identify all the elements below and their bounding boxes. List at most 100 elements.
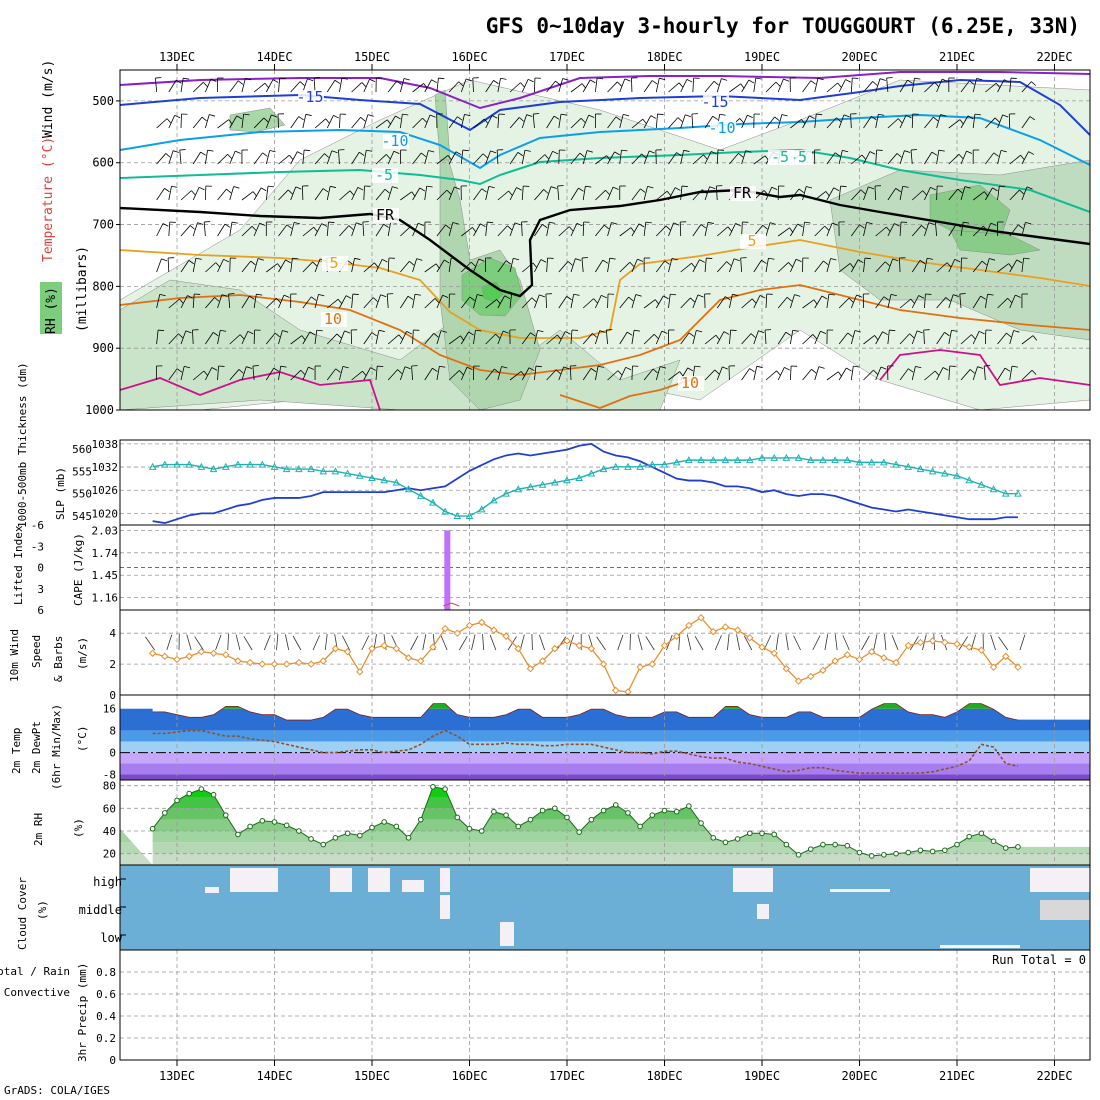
wind-barb-flag [964,186,971,189]
wind-barb-flag [677,117,683,122]
wind-barb-flag [299,81,305,86]
wind-barb-flag [730,329,737,331]
wind10m-frame [119,609,1091,696]
wind-barb-flag [564,331,571,335]
wind-barb [314,330,318,345]
wind-barb [460,367,468,381]
wind-barb-10m [824,634,829,651]
wind-barb-10m [539,634,546,651]
contour-label: 5 [747,232,756,250]
wind-barb [400,261,410,273]
thickness-point [843,456,852,464]
wind-barb [924,222,930,237]
wind-barb-flag [361,82,367,88]
wind-speed-point [746,634,754,642]
wind-barb-flag [833,187,840,192]
wind-barb [826,152,836,165]
thickness-point [940,469,949,477]
wind-barb [582,186,586,201]
wind-barb [497,78,501,93]
wind-barb-flag [666,190,672,197]
top-day-label: 16DEC [451,50,487,64]
thickness-point [916,465,925,473]
wind-speed-point [819,666,827,674]
wind-barb-10m [471,634,476,651]
wind-barb [936,150,940,165]
wind-barb [765,370,777,381]
rh-point [856,849,863,856]
bottom-day-label: 14DEC [256,1069,292,1083]
wind-barb [692,259,700,273]
wind-barb [716,149,719,165]
wind-barb-flag [879,78,886,81]
rh-point [527,816,534,823]
precip-total-label: Total / Rain [0,965,70,978]
wind-barb [326,298,339,309]
wind-barb [899,333,910,345]
rh-point [564,814,570,821]
wind-barb-flag [665,225,671,231]
wind-barb-flag [309,331,316,336]
wind-barb [850,366,854,381]
wind-barb-flag [1029,116,1036,121]
wind-barb [643,115,652,129]
thickness-point [831,456,839,464]
wind-barb [180,225,191,237]
wind-barb [826,187,835,201]
rh-point [552,805,558,812]
wind-barb-flag [840,185,847,188]
wind-barb [704,151,712,165]
wind-barb [619,367,627,381]
wind-barb-flag [304,149,311,151]
wind-barb-flag [869,151,876,155]
wind-barb [960,334,972,345]
wind-barb [485,115,493,129]
wind-barb [668,222,674,237]
wind-barb [948,223,957,237]
rh-point [771,831,777,838]
wind-barb [691,114,694,129]
wind-barb-flag [543,189,549,194]
wind-barb-flag [894,223,900,227]
wind-barb [265,114,272,129]
wind-barb-flag [747,114,753,119]
wind-barb [814,191,827,201]
wind-barb [448,222,454,237]
wind-barb [339,78,343,93]
wind-barb-flag [699,259,705,263]
wind-barb [741,333,752,345]
wind-barb [521,367,530,381]
rh-point [905,849,912,856]
wind-barb-flag [530,332,536,337]
wind-barb [704,81,715,93]
wind-barb [985,222,992,237]
wind-barb [863,81,873,93]
wind-barb [838,79,846,93]
rh-point [612,802,619,808]
wind-barb [229,334,241,345]
wind-barb [253,222,260,237]
wind-barb-flag [576,222,583,227]
wind-barb-flag [630,227,635,233]
cloud-label: Cloud Cover [16,877,29,950]
wind-barb [850,259,859,273]
thickness-point [965,476,974,484]
wind-barb [619,114,624,129]
wind-barb [399,114,403,129]
wind-barb-flag [823,260,829,265]
wind-speed-point [587,644,596,653]
wind-barb-flag [443,259,450,264]
wind-barb-flag [663,295,669,300]
wind-barb-flag [312,261,318,267]
wind-barb-flag [344,330,351,334]
slp-tick-label: 1032 [92,461,119,474]
wind-barb [265,150,271,165]
wind-barb [814,295,823,309]
wind-barb-flag [721,78,728,81]
li-tick-label: -3 [31,540,44,553]
rh-point [478,828,485,834]
wind-barb [436,330,442,345]
wind-barb-flag [176,368,183,373]
wind-barb [582,114,590,129]
wind-barb [485,150,491,165]
